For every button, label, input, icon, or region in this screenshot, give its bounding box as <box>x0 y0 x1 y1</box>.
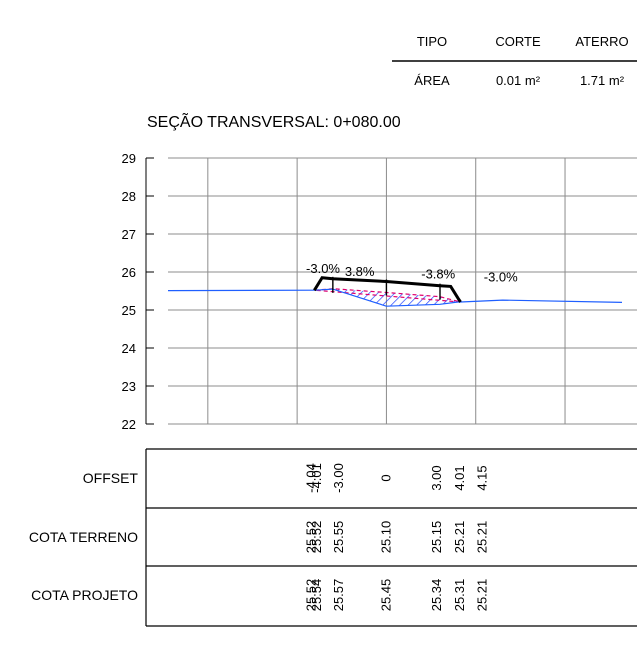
table-header-aterro: ATERRO <box>575 34 628 49</box>
y-tick-label: 28 <box>122 189 136 204</box>
cell-offsets: -4.04 <box>303 463 318 493</box>
y-tick-label: 29 <box>122 151 136 166</box>
cell-cota_projeto: 25.21 <box>475 579 490 612</box>
data-table: OFFSET -4.04-4.01 -3.00 0 3.00 4.01 4.15 COTA T… <box>29 448 637 627</box>
slope-labels: -3.0% 3.8% -3.8% -3.0% <box>306 261 518 285</box>
vertical-grid <box>207 158 566 424</box>
cell-offsets: 3.00 <box>429 465 444 490</box>
cell-cota_terreno: 25.55 <box>331 521 346 554</box>
table-header-tipo: TIPO <box>417 34 447 49</box>
horizontal-grid <box>168 157 637 425</box>
y-tick-label: 23 <box>122 379 136 394</box>
cell-cota_projeto: 25.54 <box>309 579 324 612</box>
cell-cota_projeto: 25.31 <box>452 579 467 612</box>
slope-label: -3.8% <box>421 266 455 281</box>
fill-area-hatch <box>314 288 461 307</box>
cell-cota_terreno: 25.21 <box>475 521 490 554</box>
table-cell-area: ÁREA <box>414 73 450 88</box>
cell-offsets: -3.00 <box>331 463 346 493</box>
cell-cota_projeto: 25.34 <box>429 579 444 612</box>
row-label-offsets: OFFSET <box>83 470 139 486</box>
y-tick-label: 27 <box>122 227 136 242</box>
plot-area: 29 28 27 26 25 24 23 22 -3.0% 3.8% -3.8% -3.0% <box>122 151 637 432</box>
cell-cota_projeto: 25.57 <box>331 579 346 612</box>
table-header-corte: CORTE <box>495 34 541 49</box>
cell-cota_terreno: 25.10 <box>378 521 393 554</box>
cell-cota_terreno: 25.52 <box>309 521 324 554</box>
design-vertex-ticks <box>332 276 441 300</box>
cell-offsets: 4.15 <box>475 465 490 490</box>
slope-label: -3.0% <box>306 261 340 276</box>
cell-offsets: -4.01 <box>309 463 324 493</box>
cell-offsets: 4.01 <box>452 465 467 490</box>
slope-label: 3.8% <box>345 264 375 279</box>
cell-cota_projeto: 25.52 <box>303 579 318 612</box>
row-label-cota_projeto: COTA PROJETO <box>31 587 138 603</box>
cell-cota_terreno: 25.21 <box>452 521 467 554</box>
table-cell-corte-value: 0.01 m² <box>496 73 541 88</box>
y-axis-ticks: 29 28 27 26 25 24 23 22 <box>122 151 154 432</box>
cell-offsets: 0 <box>378 474 393 481</box>
y-tick-label: 25 <box>122 303 136 318</box>
row-label-cota_terreno: COTA TERRENO <box>29 529 138 545</box>
slope-label: -3.0% <box>484 270 518 285</box>
cell-cota_projeto: 25.45 <box>378 579 393 612</box>
cell-cota_terreno: 25.52 <box>303 521 318 554</box>
cell-cota_terreno: 25.15 <box>429 521 444 554</box>
y-tick-label: 24 <box>122 341 136 356</box>
section-title: SEÇÃO TRANSVERSAL: 0+080.00 <box>147 111 401 131</box>
area-table: TIPO CORTE ATERRO ÁREA 0.01 m² 1.71 m² <box>392 34 637 88</box>
y-tick-label: 26 <box>122 265 136 280</box>
y-tick-label: 22 <box>122 417 136 432</box>
table-cell-aterro-value: 1.71 m² <box>580 73 625 88</box>
